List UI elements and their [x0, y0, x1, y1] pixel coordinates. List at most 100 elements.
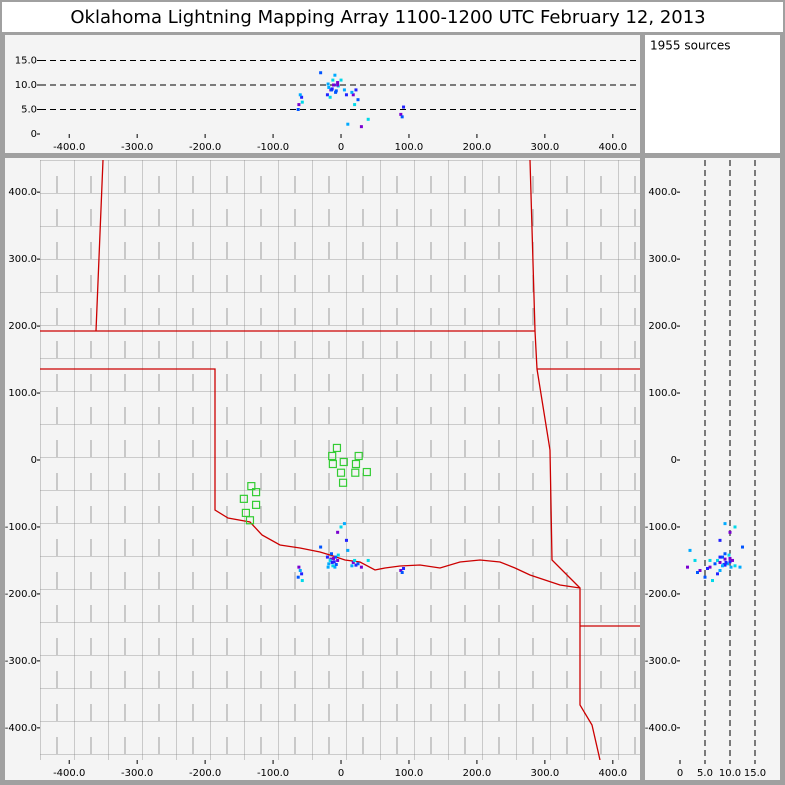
source-xz: [328, 95, 332, 99]
xz-panel: [5, 35, 640, 153]
x-tick-label: 300.0: [531, 768, 560, 779]
x-tick-label: 400.0: [598, 142, 627, 153]
source-plan: [351, 560, 355, 564]
station: [351, 459, 361, 469]
source-plan: [346, 548, 350, 552]
x-tick-label: -100.0: [257, 768, 289, 779]
source-yz: [708, 558, 712, 562]
source-xz: [298, 93, 302, 97]
source-xz: [319, 71, 323, 75]
x-tick-label: -400.0: [53, 142, 85, 153]
station: [251, 500, 261, 509]
source-yz: [729, 565, 733, 569]
source-xz: [344, 93, 348, 97]
yz-panel: [645, 158, 780, 780]
x-tick-label: 400.0: [598, 768, 627, 779]
chart-title: Oklahoma Lightning Mapping Array 1100-12…: [70, 7, 705, 28]
y-tick-label: 10.0: [15, 80, 37, 91]
source-xz: [332, 83, 336, 87]
station: [338, 478, 348, 487]
y-tick-label: 200.0: [648, 321, 677, 332]
source-yz: [738, 565, 742, 569]
source-plan: [353, 558, 357, 562]
title-bar: [2, 2, 783, 32]
source-yz: [741, 545, 744, 549]
source-plan: [331, 564, 335, 568]
y-tick-label: 100.0: [648, 388, 677, 399]
x-tick-label: -200.0: [189, 142, 221, 153]
source-xz: [330, 87, 334, 91]
y-tick-label: 100.0: [8, 388, 37, 399]
source-yz: [728, 560, 732, 564]
marks: -400.0 -300.0 -200.0 -100.0 0 100.0 200.0 300.0…: [5, 56, 766, 780]
x-tick-label: 0: [338, 768, 344, 779]
source-plan: [350, 564, 354, 568]
source-plan: [342, 522, 346, 526]
x-tick-label: -400.0: [53, 768, 85, 779]
y-tick-label: 300.0: [8, 254, 37, 265]
source-yz: [718, 555, 722, 559]
station: [245, 516, 255, 525]
source-xz: [325, 93, 329, 97]
source-yz: [721, 564, 724, 568]
source-plan: [339, 525, 343, 529]
source-yz: [718, 538, 722, 542]
source-xz: [346, 122, 350, 126]
source-yz: [708, 565, 712, 569]
source-yz: [696, 571, 699, 574]
station: [239, 494, 248, 503]
x-tick-label: 15.0: [744, 768, 766, 779]
source-xz: [399, 112, 403, 116]
source-yz: [706, 566, 709, 570]
source-yz: [711, 579, 714, 583]
source-xz: [300, 100, 304, 104]
source-plan: [334, 555, 338, 559]
y-tick-label: -300.0: [5, 656, 37, 667]
y-tick-label: 400.0: [648, 187, 677, 198]
station: [336, 468, 346, 477]
x-tick-label: 200.0: [463, 142, 492, 153]
source-plan: [319, 545, 323, 549]
source-plan: [328, 558, 332, 562]
source-yz: [716, 558, 719, 562]
source-plan: [336, 558, 340, 562]
source-plan: [336, 530, 340, 534]
source-yz: [693, 558, 697, 562]
info-panel: [645, 35, 780, 153]
y-tick-label: -400.0: [5, 723, 37, 734]
x-tick-label: 200.0: [463, 768, 492, 779]
y-tick-label: 200.0: [8, 321, 37, 332]
source-yz: [731, 558, 734, 562]
x-tick-label: 100.0: [395, 142, 424, 153]
source-plan: [325, 555, 329, 559]
source-yz: [728, 556, 732, 560]
source-plan: [336, 553, 340, 557]
x-tick-label: -300.0: [121, 142, 153, 153]
y-tick-label: -100.0: [5, 522, 37, 533]
source-yz: [723, 522, 727, 526]
x-tick-label: 300.0: [531, 142, 560, 153]
source-plan: [354, 563, 358, 567]
source-xz: [334, 89, 338, 93]
source-yz: [733, 525, 737, 529]
source-yz: [698, 568, 702, 572]
source-plan: [297, 565, 301, 569]
source-plan: [344, 538, 348, 542]
source-plan: [298, 568, 302, 572]
y-tick-label: 0: [671, 455, 677, 466]
y-tick-label: 5.0: [21, 105, 37, 116]
y-tick-label: 15.0: [15, 56, 37, 67]
x-tick-label: 10.0: [719, 768, 741, 779]
source-xz: [336, 81, 340, 85]
source-plan: [332, 556, 336, 560]
source-plan: [399, 568, 403, 572]
x-tick-label: -300.0: [121, 768, 153, 779]
station: [251, 488, 261, 497]
source-plan: [359, 565, 363, 569]
source-plan: [296, 575, 300, 579]
y-tick-label: -400.0: [645, 723, 677, 734]
station: [247, 482, 256, 491]
y-tick-label: -100.0: [645, 522, 677, 533]
station: [362, 467, 371, 477]
source-yz: [721, 555, 724, 559]
